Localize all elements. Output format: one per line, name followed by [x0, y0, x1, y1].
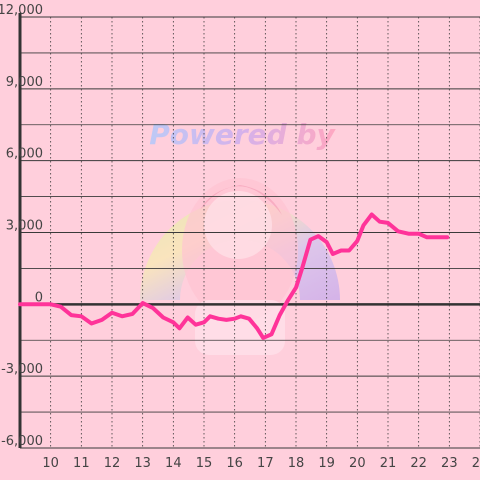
y-tick-label: 12,000: [0, 3, 43, 18]
x-tick-label: 11: [73, 456, 90, 471]
x-tick-label: 21: [380, 456, 397, 471]
watermark-image: Powered by: [140, 118, 340, 355]
x-tick-label: 13: [134, 456, 151, 471]
x-tick-label: 16: [226, 456, 243, 471]
x-tick-label: 20: [349, 456, 366, 471]
axes: [18, 13, 480, 448]
y-tick-label: 6,000: [6, 147, 43, 162]
y-axis-labels: -6,000 -3,000 0 3,000 6,000 9,000 12,000: [0, 3, 43, 449]
x-tick-label: 24: [472, 456, 480, 471]
x-tick-label: 22: [410, 456, 427, 471]
y-tick-label: -6,000: [1, 434, 43, 449]
x-tick-label: 14: [165, 456, 182, 471]
x-tick-label: 23: [441, 456, 458, 471]
y-tick-label: 9,000: [6, 75, 43, 90]
series-line: [18, 212, 450, 340]
x-tick-label: 10: [42, 456, 59, 471]
y-tick-label: 0: [35, 290, 43, 305]
x-tick-label: 18: [288, 456, 305, 471]
x-tick-label: 19: [318, 456, 335, 471]
series-layer: [18, 212, 450, 340]
y-tick-label: -3,000: [1, 362, 43, 377]
x-tick-label: 12: [104, 456, 121, 471]
watermark-text: Powered by: [149, 118, 336, 151]
x-axis-labels: 10 11 12 13 14 15 16 17 18 19 20 21 22 23 24: [42, 456, 480, 471]
x-tick-label: 15: [196, 456, 213, 471]
x-tick-label: 17: [257, 456, 274, 471]
y-tick-label: 3,000: [6, 219, 43, 234]
